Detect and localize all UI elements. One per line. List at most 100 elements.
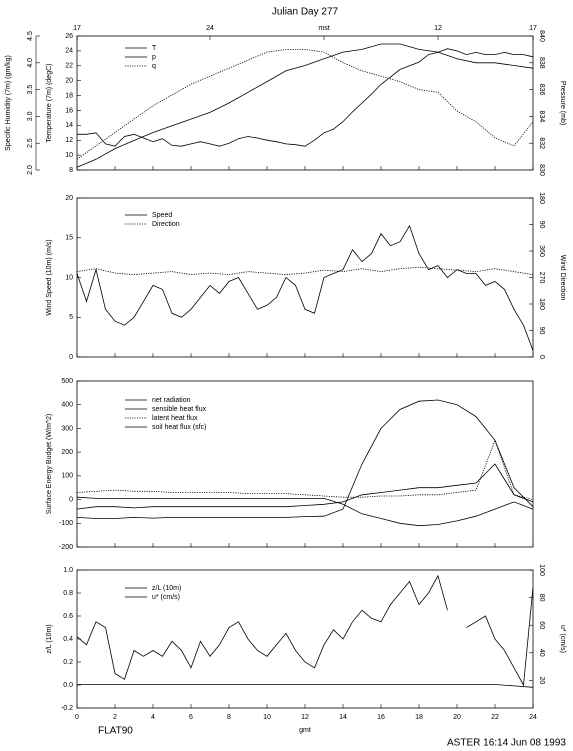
x-tick-label: 24 <box>529 714 537 721</box>
y2-tick-label: 180 <box>538 298 545 310</box>
chart-title: Julian Day 277 <box>272 7 339 18</box>
top-x-tick-label: 24 <box>206 25 214 32</box>
series-line <box>76 439 534 500</box>
legend-label: u* (cm/s) <box>152 594 180 601</box>
y2-tick-label: 834 <box>538 111 545 123</box>
y-tick-label: 22 <box>65 63 73 70</box>
top-x-tick-label: mst <box>318 25 329 32</box>
y3-tick-label: 2.0 <box>27 165 34 175</box>
y2-axis-label: Pressure (mb) <box>559 81 566 125</box>
series-line <box>76 574 534 687</box>
y3-tick-label: 3.5 <box>27 85 34 95</box>
y2-tick-label: 40 <box>538 649 545 657</box>
y-tick-label: 5 <box>69 314 73 321</box>
top-x-tick-label: 17 <box>529 25 537 32</box>
y2-tick-label: 100 <box>538 564 545 576</box>
x-tick-label: 22 <box>491 714 499 721</box>
series-line <box>76 43 534 168</box>
legend-label: q <box>152 63 156 70</box>
plot-frame <box>76 197 534 358</box>
legend-label: p <box>152 54 156 61</box>
legend-label: T <box>152 45 157 52</box>
y-tick-label: -200 <box>59 544 73 551</box>
y2-tick-label: 20 <box>538 677 545 685</box>
y2-tick-label: 838 <box>538 57 545 69</box>
y-tick-label: 100 <box>61 473 73 480</box>
y-tick-label: 300 <box>61 425 73 432</box>
series-line <box>76 496 534 527</box>
y2-tick-label: 840 <box>538 30 545 42</box>
y2-tick-label: 0 <box>538 355 545 359</box>
y-tick-label: 400 <box>61 402 73 409</box>
y2-tick-label: 832 <box>538 137 545 149</box>
y2-tick-label: 60 <box>538 621 545 629</box>
y-tick-label: 1.0 <box>63 567 73 574</box>
y-tick-label: 20 <box>65 78 73 85</box>
y-tick-label: 200 <box>61 449 73 456</box>
x-tick-label: 12 <box>301 714 309 721</box>
y2-tick-label: 836 <box>538 84 545 96</box>
top-x-tick-label: 17 <box>73 25 81 32</box>
y-tick-label: -0.2 <box>61 705 73 712</box>
y-tick-label: 14 <box>65 122 73 129</box>
top-x-tick-label: 12 <box>434 25 442 32</box>
y-tick-label: -100 <box>59 520 73 527</box>
footer-left: FLAT90 <box>98 726 133 737</box>
y-axis-label: Wind Speed (10m) (m/s) <box>46 239 53 315</box>
x-axis-label: gmt <box>299 727 311 734</box>
series-line <box>76 463 534 510</box>
y-tick-label: 0.0 <box>63 682 73 689</box>
y3-tick-label: 2.5 <box>27 138 34 148</box>
y-tick-label: 0 <box>69 354 73 361</box>
y-axis-label: Temperature (7m) (degC) <box>46 64 53 143</box>
y2-tick-label: 90 <box>538 327 545 335</box>
legend-label: latent heat flux <box>152 415 198 422</box>
series-line <box>76 224 534 351</box>
y-tick-label: 20 <box>65 195 73 202</box>
x-tick-label: 10 <box>263 714 271 721</box>
x-tick-label: 2 <box>113 714 117 721</box>
legend-label: soil heat flux (sfc) <box>152 424 206 431</box>
series-line <box>77 48 534 147</box>
y2-axis-label: u* (cm/s) <box>559 625 566 653</box>
plot-frame <box>76 380 534 548</box>
y3-tick-label: 4.0 <box>27 58 34 68</box>
x-tick-label: 14 <box>339 714 347 721</box>
y3-tick-label: 4.5 <box>27 31 34 41</box>
y-tick-label: 0.4 <box>63 636 73 643</box>
x-tick-label: 4 <box>151 714 155 721</box>
y-tick-label: 10 <box>65 152 73 159</box>
y-tick-label: 0.6 <box>63 613 73 620</box>
x-tick-label: 18 <box>415 714 423 721</box>
y-axis-label: z/L (10m) <box>46 624 53 653</box>
x-tick-label: 16 <box>377 714 385 721</box>
y-tick-label: 12 <box>65 137 73 144</box>
series-line <box>76 266 534 276</box>
x-tick-label: 0 <box>75 714 79 721</box>
y-tick-label: 18 <box>65 92 73 99</box>
y-tick-label: 15 <box>65 235 73 242</box>
y-tick-label: 0 <box>69 496 73 503</box>
y-tick-label: 0.2 <box>63 659 73 666</box>
plot-frame <box>76 569 534 709</box>
y2-tick-label: 360 <box>538 245 545 257</box>
legend-label: z/L (10m) <box>152 585 181 592</box>
footer-right: ASTER 16:14 Jun 08 1993 <box>447 738 566 749</box>
y2-tick-label: 180 <box>538 192 545 204</box>
y-tick-label: 8 <box>69 167 73 174</box>
y-tick-label: 16 <box>65 107 73 114</box>
series-line <box>76 399 534 519</box>
y2-axis-label: Wind Direction <box>559 255 566 301</box>
plot-frame <box>76 35 534 171</box>
series-line <box>77 684 534 688</box>
y-tick-label: 10 <box>65 274 73 281</box>
series-line <box>76 49 534 160</box>
y-tick-label: 24 <box>65 48 73 55</box>
y2-tick-label: 830 <box>538 164 545 176</box>
y3-tick-label: 3.0 <box>27 111 34 121</box>
legend-label: Direction <box>152 221 180 228</box>
y-axis-label: Surface Energy Budget (W/m^2) <box>46 414 53 515</box>
y-tick-label: 26 <box>65 33 73 40</box>
y2-tick-label: 270 <box>538 272 545 284</box>
